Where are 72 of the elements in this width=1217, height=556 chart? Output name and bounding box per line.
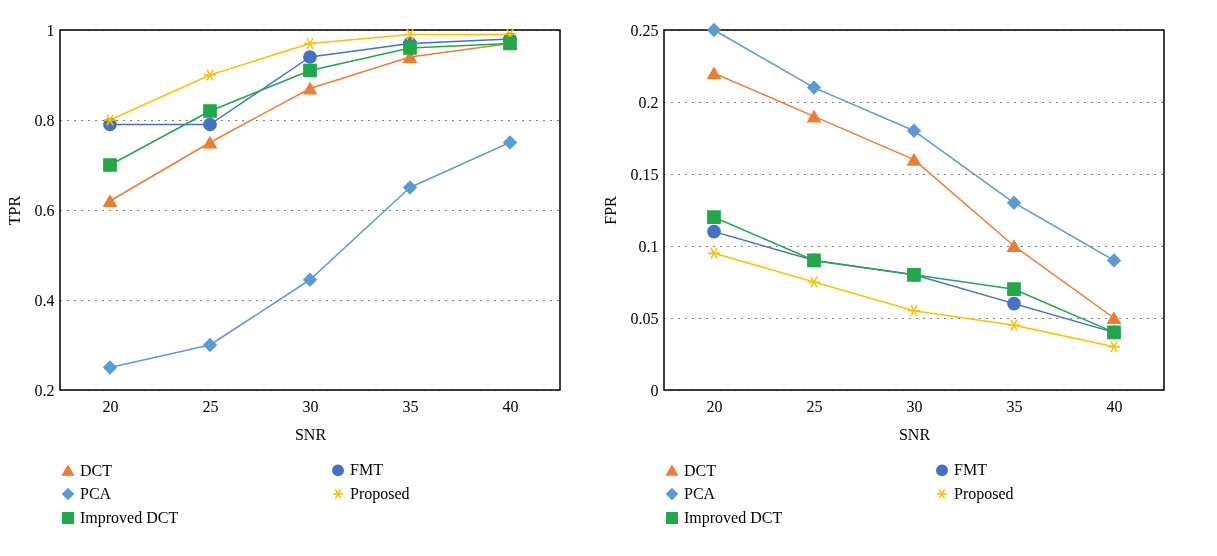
x-tick-label: 30	[906, 397, 923, 415]
y-tick-label: 0	[650, 381, 659, 399]
point	[303, 37, 317, 50]
point	[707, 67, 721, 80]
x-tick-label: 20	[102, 397, 119, 415]
point	[807, 275, 821, 289]
point	[1007, 239, 1021, 253]
y-tick-label: 0.2	[34, 381, 55, 399]
point	[103, 194, 117, 208]
legend-label: DCT	[684, 461, 717, 479]
point	[707, 23, 721, 37]
point	[103, 158, 117, 172]
point	[403, 28, 417, 41]
point	[203, 117, 217, 132]
point	[303, 82, 317, 95]
point	[1007, 195, 1021, 210]
point	[203, 136, 217, 149]
y-tick-label: 1	[46, 21, 55, 39]
point	[1107, 340, 1121, 353]
point	[1107, 311, 1121, 325]
point	[1007, 296, 1021, 311]
y-tick-label: 0.8	[34, 111, 55, 129]
legend-label: Proposed	[954, 485, 1014, 503]
y-tick-label: 0.25	[630, 21, 659, 39]
point	[203, 68, 217, 82]
point	[707, 224, 721, 239]
point	[907, 304, 921, 317]
y-tick-label: 0.4	[34, 291, 55, 309]
x-axis-title: SNR	[898, 425, 931, 443]
point	[707, 247, 721, 260]
legend-label: PCA	[80, 485, 112, 502]
point	[907, 123, 921, 138]
y-tick-label: 0.15	[630, 165, 659, 183]
y-tick-label: 0.6	[34, 201, 55, 219]
x-tick-label: 40	[1106, 397, 1123, 415]
y-tick-label: 0.05	[630, 309, 659, 327]
x-tick-label: 20	[706, 397, 723, 415]
legend-label: Improved DCT	[80, 509, 179, 527]
x-tick-label: 30	[302, 397, 319, 415]
y-tick-label: 0.2	[638, 93, 659, 111]
point	[403, 41, 417, 55]
point	[1007, 319, 1021, 332]
y-axis-title: FPR	[601, 195, 619, 225]
point	[303, 63, 317, 78]
x-tick-label: 35	[402, 397, 419, 415]
point	[203, 104, 217, 118]
point	[203, 338, 217, 352]
x-axis-title: SNR	[294, 425, 327, 443]
point	[103, 113, 117, 127]
point	[303, 272, 317, 287]
point	[807, 80, 821, 95]
legend-label: DCT	[80, 461, 113, 479]
point	[403, 180, 417, 195]
point	[707, 210, 721, 225]
point	[503, 135, 517, 150]
x-tick-label: 25	[202, 397, 219, 415]
legend-label: FMT	[350, 461, 384, 479]
point	[807, 110, 821, 123]
legend-label: Improved DCT	[684, 509, 783, 527]
point	[303, 50, 317, 64]
y-axis-title: TPR	[5, 195, 23, 226]
legend-label: FMT	[954, 461, 988, 479]
legend-label: Proposed	[350, 485, 410, 503]
point	[1007, 282, 1021, 297]
point	[1107, 253, 1121, 268]
point	[103, 360, 117, 375]
x-tick-label: 40	[502, 397, 519, 415]
legend-label: PCA	[684, 485, 716, 502]
point	[907, 153, 921, 166]
y-tick-label: 0.1	[638, 237, 659, 255]
x-tick-label: 25	[806, 397, 823, 415]
x-tick-label: 35	[1006, 397, 1023, 415]
